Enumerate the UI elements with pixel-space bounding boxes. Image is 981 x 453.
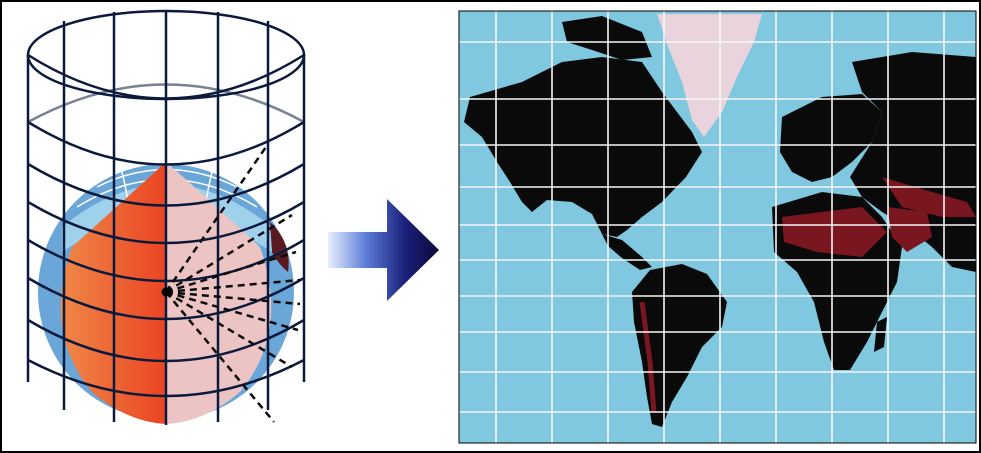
map-border <box>458 10 977 444</box>
cylinder-projection-diagram <box>26 9 306 425</box>
cylinder-meridian-lines <box>26 11 306 425</box>
map-graticule <box>459 11 976 443</box>
map-sahara-relief <box>782 207 887 257</box>
map-britain <box>782 124 797 148</box>
mercator-world-map <box>459 11 976 443</box>
right-arrow-icon <box>328 199 439 301</box>
map-south-america <box>632 264 727 427</box>
map-central-america <box>602 234 652 270</box>
map-arctic-islands <box>562 16 652 60</box>
map-greenland <box>657 14 762 137</box>
projection-rays <box>164 143 301 423</box>
map-europe <box>780 94 882 182</box>
cylinder-parallel-rings <box>27 53 305 398</box>
map-north-america <box>464 57 702 237</box>
map-arabia <box>887 207 932 252</box>
map-south-america-relief <box>639 301 657 413</box>
map-madagascar <box>874 317 887 352</box>
projection-origin-point <box>161 287 171 297</box>
globe-land-patch <box>270 222 289 272</box>
